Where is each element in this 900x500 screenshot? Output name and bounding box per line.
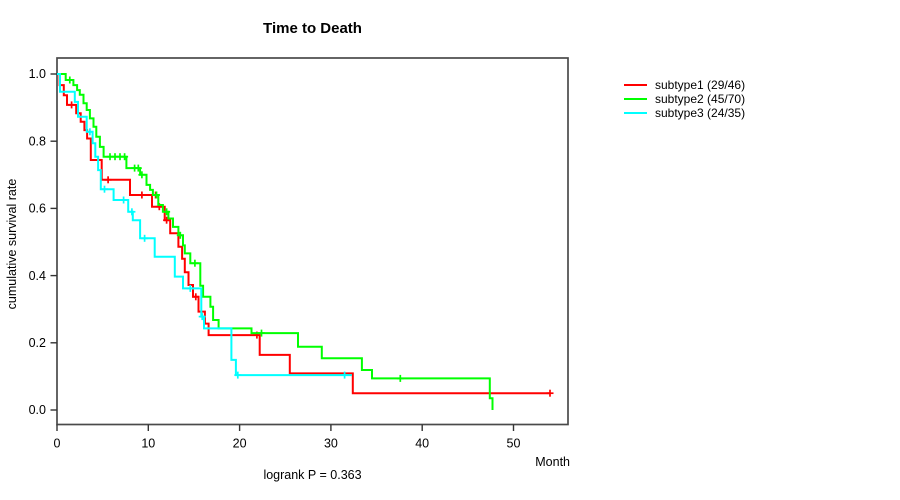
y-tick-label: 0.2 bbox=[29, 336, 46, 350]
subtype3-line-swatch bbox=[624, 112, 647, 114]
x-tick-label: 40 bbox=[415, 437, 429, 451]
y-axis-title: cumulative survival rate bbox=[5, 178, 19, 310]
legend-item-subtype2: subtype2 (45/70) bbox=[624, 92, 745, 106]
x-tick-label: 10 bbox=[141, 437, 155, 451]
logrank-annotation: logrank P = 0.363 bbox=[263, 468, 362, 482]
km-curve-subtype3 bbox=[57, 73, 352, 377]
x-axis-title: Month bbox=[535, 455, 570, 469]
legend-label: subtype2 (45/70) bbox=[655, 92, 746, 106]
y-tick-label: 0.4 bbox=[29, 269, 46, 283]
legend-label: subtype3 (24/35) bbox=[655, 106, 746, 120]
legend-item-subtype3: subtype3 (24/35) bbox=[624, 106, 745, 120]
series-subtype2 bbox=[57, 73, 494, 410]
legend-label: subtype1 (29/46) bbox=[655, 78, 746, 92]
y-tick-label: 0.8 bbox=[29, 134, 46, 148]
km-curve-subtype1 bbox=[57, 73, 550, 395]
series-subtype1 bbox=[57, 73, 554, 397]
legend: subtype1 (29/46) subtype2 (45/70) subtyp… bbox=[624, 78, 745, 120]
axes: 0 10 20 30 40 50 0.0 0.2 0.4 0.6 0.8 1.0 bbox=[29, 67, 521, 450]
y-tick-label: 1.0 bbox=[29, 67, 46, 81]
x-tick-label: 20 bbox=[233, 437, 247, 451]
chart-title: Time to Death bbox=[263, 20, 362, 37]
y-tick-label: 0.6 bbox=[29, 202, 46, 216]
x-tick-label: 50 bbox=[507, 437, 521, 451]
legend-item-subtype1: subtype1 (29/46) bbox=[624, 78, 745, 92]
y-tick-label: 0.0 bbox=[29, 403, 46, 417]
series-subtype3 bbox=[57, 73, 352, 379]
subtype1-line-swatch bbox=[624, 84, 647, 86]
subtype2-line-swatch bbox=[624, 98, 647, 100]
x-tick-label: 30 bbox=[324, 437, 338, 451]
km-curve-subtype2 bbox=[57, 73, 494, 410]
x-tick-label: 0 bbox=[54, 437, 61, 451]
plot-box bbox=[56, 57, 569, 426]
